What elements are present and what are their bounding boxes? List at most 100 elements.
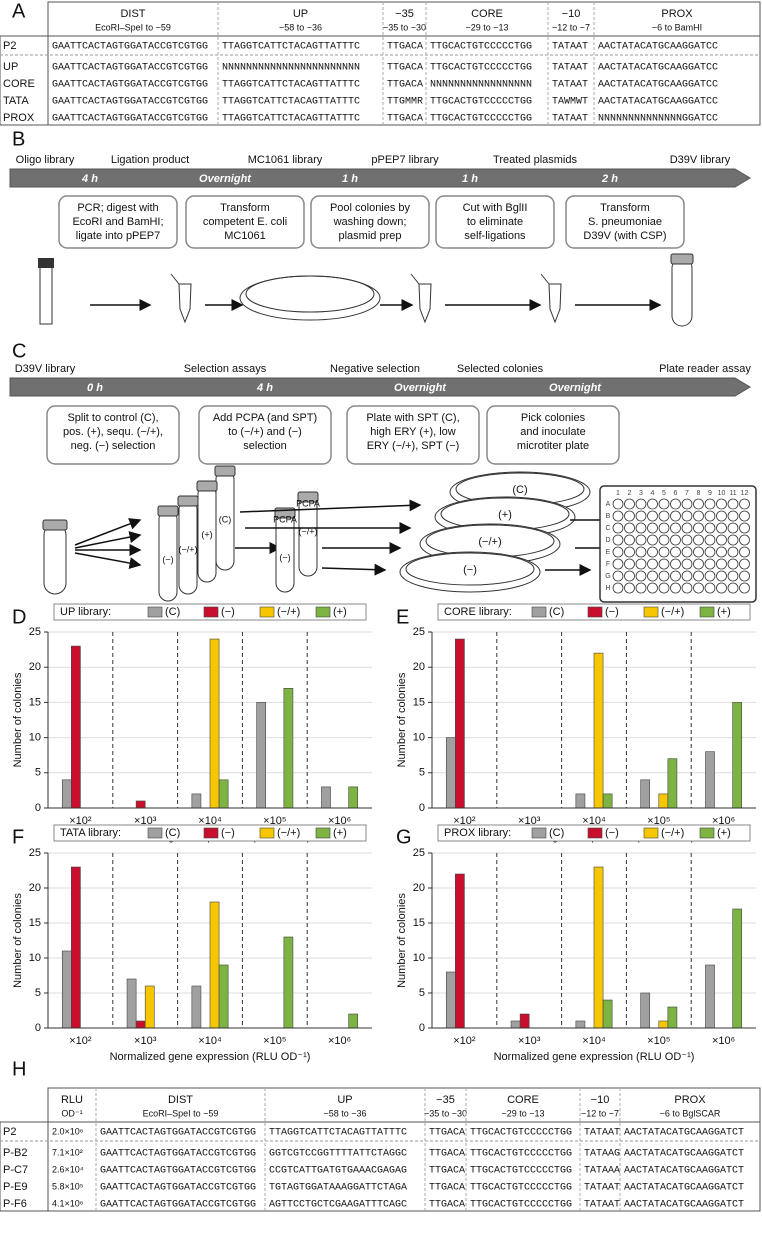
bar [71, 645, 81, 809]
well [727, 534, 739, 546]
y-tick-label: 25 [413, 847, 425, 859]
well [727, 510, 739, 522]
well [716, 546, 727, 558]
table-cell: 5.8×10⁵ [52, 1181, 84, 1191]
table-cell: TATAAT [584, 1183, 620, 1194]
bar [667, 1006, 678, 1029]
additive-label: PCPA [273, 514, 297, 524]
culture-tube [671, 257, 693, 327]
column-range: EcoRI–SpeI to −59 [95, 22, 171, 32]
row-label: TATA [3, 95, 29, 107]
table-cell: 4.1×10⁶ [52, 1198, 84, 1208]
step-text: high ERY (+), low [370, 426, 456, 438]
plate-column: 5 [662, 490, 666, 497]
well [727, 546, 739, 558]
table-cell: TTGACA [387, 63, 423, 74]
plate-row: F [606, 561, 610, 568]
row-label: CORE [3, 78, 35, 90]
well [670, 510, 681, 522]
table-cell: TATAAA [584, 1166, 620, 1177]
well [670, 522, 681, 534]
step-box [486, 405, 620, 465]
culture-tube [43, 523, 67, 595]
microtube [170, 273, 192, 324]
table-cell: TTGCACTGTCCCCCTGG [470, 1149, 572, 1160]
x-axis-label: Normalized gene expression (RLU OD⁻¹) [110, 1051, 311, 1063]
column-range: OD⁻¹ [61, 1108, 82, 1118]
table-cell: TTGACA [387, 114, 423, 125]
legend-label: (−) [221, 827, 235, 839]
step-text: ERY (−/+), SPT (−) [367, 440, 460, 452]
table-cell: TTGCACTGTCCCCCTGG [430, 97, 532, 108]
bar [658, 793, 669, 809]
well [658, 522, 670, 534]
well [647, 498, 658, 510]
step-box [346, 405, 480, 465]
bar [209, 638, 220, 809]
well [739, 570, 750, 582]
bar [705, 751, 715, 809]
legend-label: (−/+) [661, 827, 684, 839]
legend-label: (+) [717, 606, 731, 618]
table-cell: TTAGGTCATTCTACAGTTATTTC [269, 1128, 407, 1139]
legend-label: (+) [333, 606, 347, 618]
y-tick-label: 10 [413, 732, 425, 744]
step-text: PCR; digest with [77, 202, 158, 214]
row-label: P-F6 [3, 1198, 27, 1210]
y-tick-label: 0 [419, 1022, 425, 1034]
table-cell: TATAAT [584, 1128, 620, 1139]
table-cell: AACTATACATGCAAGGATCT [624, 1183, 744, 1194]
well [681, 534, 693, 546]
plate-label: (C) [512, 484, 527, 496]
well [624, 558, 635, 570]
bar [593, 652, 604, 809]
legend-swatch [315, 827, 331, 839]
duration-label: Overnight [199, 173, 252, 185]
step-text: selection [243, 440, 286, 452]
y-tick-label: 5 [35, 767, 41, 779]
bar [218, 964, 229, 1029]
well [739, 498, 750, 510]
y-tick-label: 20 [29, 661, 41, 673]
plate-column: 3 [639, 490, 643, 497]
legend-swatch [643, 606, 659, 618]
table-cell: TTGACA [429, 1128, 465, 1139]
well [658, 570, 670, 582]
step-text: to eliminate [467, 216, 523, 228]
well [612, 534, 624, 546]
well [612, 582, 624, 594]
well [612, 522, 624, 534]
well [681, 558, 693, 570]
x-tick-label: ×10⁴ [582, 1035, 606, 1047]
well [647, 558, 658, 570]
step-text: ligate into pPEP7 [76, 230, 160, 242]
selection-tube-cap [214, 465, 236, 477]
flow-arrow [74, 552, 142, 569]
table-cell: TTGACA [429, 1200, 465, 1211]
y-tick-label: 15 [29, 696, 41, 708]
table-cell: AACTATACATGCAAGGATCT [624, 1166, 744, 1177]
table-cell: TTAGGTCATTCTACAGTTATTTC [222, 42, 360, 53]
row-label: UP [3, 61, 18, 73]
step-text: self-ligations [464, 230, 526, 242]
legend-label: (C) [549, 827, 564, 839]
bar [191, 985, 202, 1029]
well [635, 546, 647, 558]
well [635, 534, 647, 546]
well [704, 546, 716, 558]
duration-label: 4 h [81, 173, 98, 185]
column-range: −6 to BglSCAR [660, 1108, 721, 1118]
table-cell: TATAAT [552, 42, 588, 53]
table-cell: AACTATACATGCAAGGATCT [624, 1149, 744, 1160]
flow-arrow [74, 531, 142, 549]
y-tick-label: 15 [413, 696, 425, 708]
bar [321, 786, 331, 809]
well [647, 582, 658, 594]
well [727, 522, 739, 534]
well [727, 570, 739, 582]
legend-label: (−) [605, 606, 619, 618]
table-cell: TATAAT [552, 80, 588, 91]
y-tick-label: 5 [35, 987, 41, 999]
bar [705, 964, 715, 1029]
bar [135, 800, 146, 809]
